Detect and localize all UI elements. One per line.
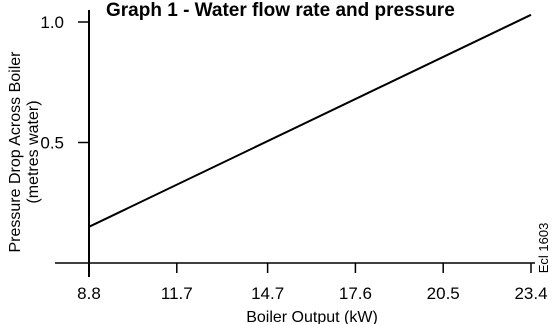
series-line — [88, 13, 532, 228]
plot-area — [88, 13, 532, 228]
y-axis-label-line1: Pressure Drop Across Boiler — [7, 51, 24, 253]
x-tick-label: 20.5 — [427, 284, 460, 303]
y-tick-label: 1.0 — [40, 13, 64, 32]
x-tick-label: 8.8 — [77, 284, 101, 303]
y-tick-label: 0.5 — [40, 134, 64, 153]
ticks: 8.8 11.7 14.7 17.6 20.5 23.4 0.5 1.0 — [40, 13, 547, 303]
x-axis-label: Boiler Output (kW) — [246, 309, 378, 324]
x-tick-label: 23.4 — [514, 284, 547, 303]
x-tick-label: 17.6 — [339, 284, 372, 303]
chart-title: Graph 1 - Water flow rate and pressure — [106, 0, 455, 21]
side-note: Ecl 1603 — [536, 223, 551, 274]
y-axis-label-line2: (metres water) — [25, 100, 42, 203]
x-tick-label: 14.7 — [251, 284, 284, 303]
x-tick-label: 11.7 — [161, 284, 193, 303]
